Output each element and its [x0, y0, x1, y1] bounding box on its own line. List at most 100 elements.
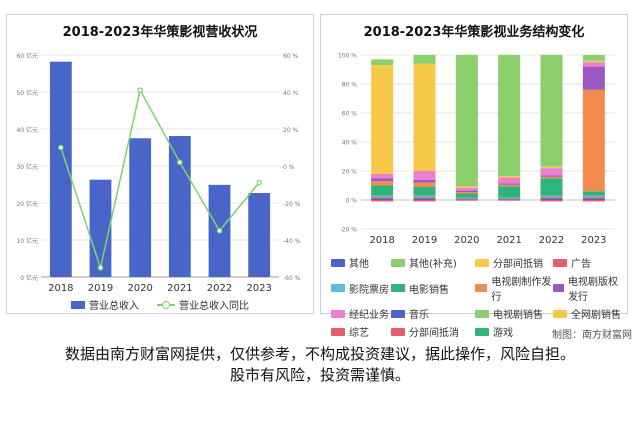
revenue-bar	[168, 136, 191, 277]
revenue-bar	[248, 193, 271, 277]
legend-label-growth: 营业总收入同比	[179, 301, 249, 312]
legend-item[interactable]: 其他	[331, 255, 391, 270]
structure-chart-panel: 2018-2023年华策影视业务结构变化 -20 % 0 % 20 % 40 % 60 …	[320, 14, 628, 339]
x-tick-label: 2021	[496, 235, 521, 246]
legend-label: 分部间抵销	[493, 259, 543, 270]
legend-swatch	[391, 284, 405, 292]
y-tick-label: 80 %	[342, 82, 358, 89]
legend-item[interactable]: 广告	[553, 255, 623, 270]
chart-credit: 制图：南方财富网	[552, 330, 632, 341]
legend-item[interactable]: 影院票房	[331, 273, 391, 303]
segment-全网剧销售	[582, 60, 605, 63]
segment-影院票房	[455, 197, 478, 199]
y-tick-label: 60 %	[342, 111, 358, 118]
segment-其他	[540, 198, 563, 200]
legend-swatch-growth	[157, 300, 175, 309]
legend-label: 经纪业务	[349, 310, 389, 321]
revenue-chart-title: 2018-2023年华策影视营收状况	[62, 25, 258, 40]
y-tick-label: 30 亿元	[16, 163, 38, 171]
x-tick-label: 2023	[246, 283, 271, 294]
segment-电视剧制作发行	[498, 184, 521, 187]
y2-tick-label: -60 %	[283, 275, 301, 282]
segment-电视剧制作发行	[582, 89, 605, 192]
segment-经纪业务	[371, 173, 394, 179]
legend-label: 其他(补充)	[409, 259, 457, 270]
segment-其他	[413, 198, 436, 200]
segment-分部间抵消	[498, 200, 521, 201]
segment-经纪业务	[498, 177, 521, 184]
legend-item[interactable]: 经纪业务	[331, 306, 391, 321]
segment-其他	[498, 199, 521, 200]
segment-影院票房	[498, 197, 521, 199]
legend-label: 影院票房	[349, 284, 389, 296]
segment-广告	[540, 197, 563, 199]
disclaimer-line-2: 股市有风险，投资需谨慎。	[229, 366, 410, 384]
segment-影院票房	[371, 195, 394, 198]
segment-电视剧销售	[582, 55, 605, 61]
segment-广告	[455, 198, 478, 200]
revenue-chart-panel: 2018-2023年华策影视营收状况 0 亿元 10 亿元 20 亿元 30 亿元 40…	[6, 14, 314, 314]
segment-经纪业务	[582, 62, 605, 67]
legend-swatch	[553, 284, 564, 292]
x-tick-label: 2020	[454, 235, 479, 246]
legend-item[interactable]: 其他(补充)	[391, 255, 475, 270]
growth-point	[216, 227, 223, 234]
y-tick-label: 50 亿元	[16, 89, 38, 97]
segment-广告	[582, 197, 605, 199]
y-tick-label: 20 %	[342, 169, 358, 176]
x-tick-label: 2018	[369, 235, 394, 246]
segment-全网剧销售	[371, 65, 394, 174]
segment-电视剧销售	[413, 55, 436, 64]
segment-电视剧销售	[540, 55, 563, 167]
legend-item-growth[interactable]: 营业总收入同比	[157, 297, 249, 312]
segment-全网剧销售	[498, 176, 521, 178]
legend-item[interactable]: 分部间抵销	[475, 255, 553, 270]
legend-label: 电视剧制作发行	[491, 277, 552, 303]
legend-swatch	[391, 309, 405, 318]
segment-广告	[413, 197, 436, 199]
y-tick-label: 20 亿元	[16, 200, 38, 208]
y2-tick-label: -20 %	[283, 201, 301, 208]
y-tick-label: 0 %	[346, 198, 358, 205]
legend-label-revenue: 营业总收入	[89, 301, 139, 312]
legend-item[interactable]: 电视剧制作发行	[475, 273, 553, 303]
y-tick-label: 60 亿元	[16, 52, 38, 60]
segment-电影销售	[455, 193, 478, 198]
structure-chart-svg: -20 % 0 % 20 % 40 % 60 % 80 % 100 % 2018 2019 202…	[338, 53, 615, 246]
segment-广告	[371, 197, 394, 199]
legend-item[interactable]: 游戏	[475, 324, 553, 339]
legend-item-revenue[interactable]: 营业总收入	[71, 297, 139, 312]
segment-经纪业务	[540, 168, 563, 176]
legend-item[interactable]: 电影销售	[391, 273, 475, 303]
legend-item[interactable]: 电视剧销售	[475, 306, 553, 321]
legend-item[interactable]: 全网剧销售	[553, 306, 623, 321]
segment-电影销售	[582, 191, 605, 196]
legend-label: 分部间抵消	[409, 328, 459, 339]
legend-label: 全网剧销售	[571, 310, 621, 321]
revenue-chart-legend: 营业总收入 营业总收入同比	[7, 297, 313, 312]
segment-全网剧销售	[413, 63, 436, 172]
legend-item[interactable]: 电视剧版权发行	[553, 273, 623, 303]
segment-其他	[455, 199, 478, 200]
growth-point	[177, 159, 183, 166]
segment-电视剧版权发行	[455, 190, 478, 193]
segment-电视剧版权发行	[582, 66, 605, 90]
legend-swatch	[331, 309, 345, 318]
segment-全网剧销售	[540, 166, 563, 169]
segment-经纪业务	[413, 171, 436, 180]
legend-swatch	[553, 309, 567, 318]
segment-电视剧版权发行	[498, 183, 521, 185]
legend-item[interactable]: 分部间抵消	[391, 324, 475, 339]
legend-item[interactable]: 综艺	[331, 324, 391, 339]
segment-全网剧销售	[455, 186, 478, 188]
legend-swatch	[391, 327, 405, 336]
y-tick-label: 40 亿元	[16, 126, 38, 134]
x-tick-label: 2018	[48, 283, 73, 294]
growth-point	[137, 87, 143, 93]
legend-swatch	[331, 327, 345, 336]
segment-电视剧版权发行	[540, 175, 563, 177]
segment-电影销售	[371, 185, 394, 196]
segment-广告	[498, 198, 521, 200]
legend-item[interactable]: 音乐	[391, 306, 475, 321]
segment-电视剧制作发行	[455, 192, 478, 194]
